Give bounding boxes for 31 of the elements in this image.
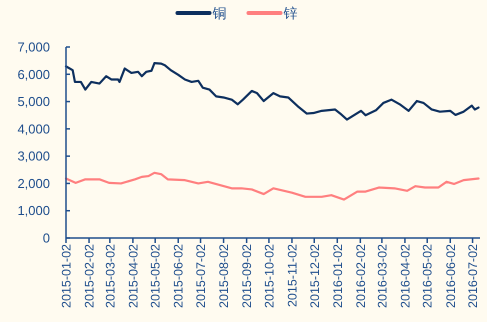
y-tick-label: 3,000 [17, 148, 50, 164]
x-tick-label: 2015-10-02 [262, 244, 276, 308]
line-series [64, 172, 480, 201]
x-tick-label: 2015-08-02 [217, 244, 232, 308]
x-tick-label: 2015-12-02 [308, 244, 322, 308]
x-tick-label: 2016-02-02 [354, 244, 368, 308]
y-tick-label: 1,000 [17, 203, 50, 218]
x-tick-label: 2015-01-02 [60, 244, 74, 308]
y-tick-label: 2,000 [17, 176, 50, 191]
x-tick-label: 2015-02-02 [82, 244, 97, 308]
x-tick-label: 2015-03-02 [103, 244, 118, 308]
legend-label: 铜 [212, 5, 226, 21]
y-tick-label: 5,000 [17, 94, 50, 110]
x-tick-label: 2015-11-02 [285, 244, 300, 308]
x-tick-label: 2016-06-02 [444, 244, 458, 308]
line-series [64, 62, 480, 121]
x-tick-label: 2016-07-02 [466, 244, 480, 308]
x-tick-label: 2016-03-02 [375, 244, 390, 308]
x-tick-label: 2016-01-02 [330, 244, 345, 308]
x-tick-label: 2016-04-02 [398, 244, 412, 308]
x-tick-label: 2015-05-02 [148, 244, 163, 308]
y-tick-label: 0 [42, 230, 50, 246]
y-tick-label: 4,000 [17, 121, 50, 136]
x-tick-label: 2015-09-02 [240, 244, 254, 308]
x-tick-label: 2015-07-02 [194, 244, 208, 308]
y-tick-label: 6,000 [17, 66, 50, 82]
x-tick-label: 2016-05-02 [420, 244, 435, 308]
y-tick-label: 7,000 [17, 40, 50, 54]
legend-label: 锌 [282, 5, 298, 21]
x-tick-label: 2015-06-02 [172, 244, 186, 308]
x-tick-label: 2015-04-02 [126, 244, 140, 308]
